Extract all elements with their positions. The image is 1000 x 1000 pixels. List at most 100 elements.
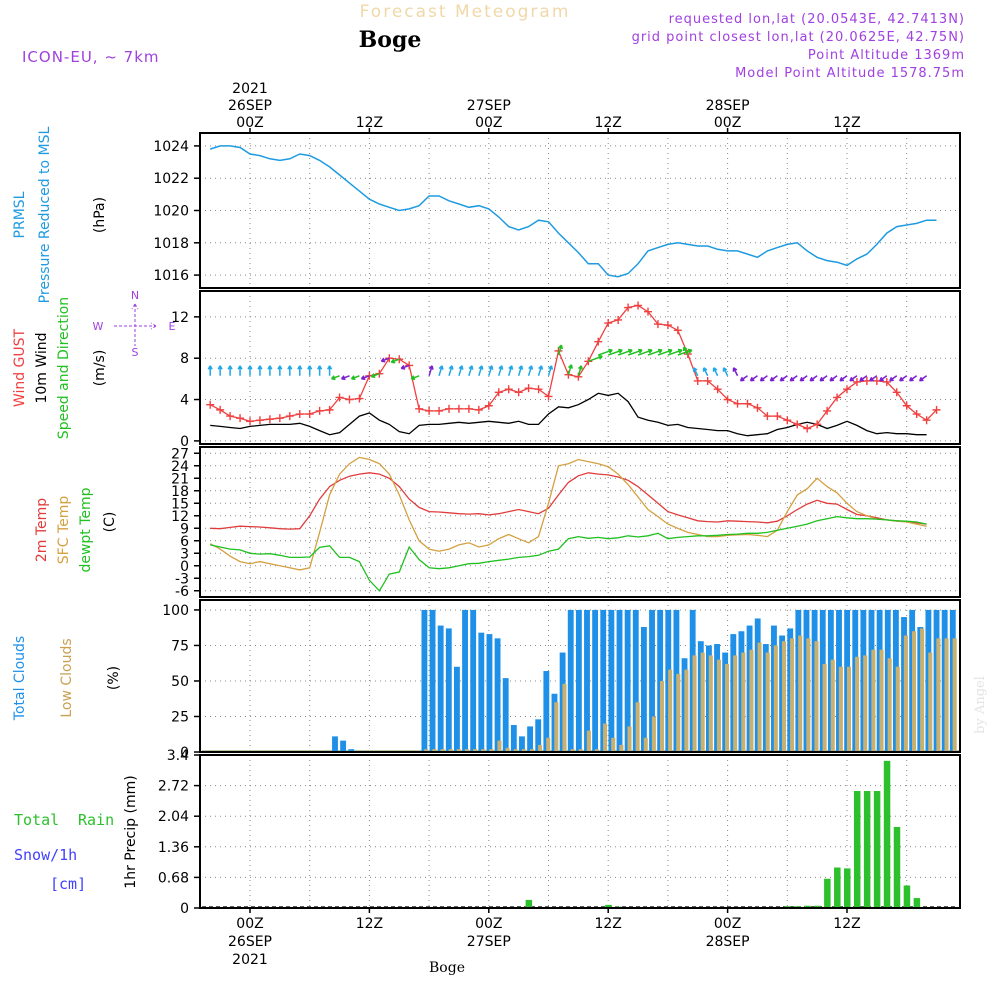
wind-direction-arrow xyxy=(547,365,554,376)
wind-direction-arrow xyxy=(918,375,928,382)
bottom-time-label: 00Z xyxy=(714,916,741,932)
low-cloud-bar xyxy=(643,737,648,752)
total-cloud-bar xyxy=(494,638,501,752)
wind-gust-marker xyxy=(882,377,891,386)
wind-direction-arrow xyxy=(702,367,709,377)
pressure-msl-label: Pressure Reduced to MSL xyxy=(37,126,53,303)
low-cloud-bar xyxy=(911,631,917,752)
low-cloud-bar xyxy=(822,663,827,752)
low-cloud-bar xyxy=(676,673,681,752)
rain-label: Rain xyxy=(78,811,114,829)
bottom-time-label: 27SEP xyxy=(467,934,511,950)
temp-2m-line xyxy=(210,472,927,530)
low-cloud-bar xyxy=(725,663,730,752)
prmsl-line xyxy=(209,145,937,278)
low-cloud-bar xyxy=(594,749,600,752)
wind-direction-arrow xyxy=(537,365,544,376)
low-cloud-bar xyxy=(578,749,583,752)
low-cloud-bar xyxy=(473,749,478,752)
wind-gust-marker xyxy=(415,404,424,413)
precip-tick-label: 1.36 xyxy=(158,840,189,856)
temp-tick-label: 27 xyxy=(171,446,189,462)
wind-direction-arrow xyxy=(849,375,858,382)
wind-gust-marker xyxy=(494,388,503,397)
low-cloud-bar xyxy=(586,730,591,752)
grid-layer xyxy=(200,133,960,909)
top-time-label: 12Z xyxy=(833,115,860,131)
temp-tick-label: 3 xyxy=(180,546,189,562)
wind-direction-arrow xyxy=(759,375,768,382)
low-cloud-bar xyxy=(538,744,543,752)
wind-gust-marker xyxy=(644,307,652,316)
wind-gust-marker xyxy=(673,326,682,335)
wind-direction-arrow xyxy=(692,367,699,377)
wind-direction-arrow xyxy=(889,375,898,382)
wind-gust-marker xyxy=(514,388,523,397)
low-cloud-bar xyxy=(513,749,518,752)
total-cloud-bar xyxy=(624,609,631,752)
wind-direction-arrow xyxy=(350,375,360,381)
wind-direction-arrow xyxy=(237,365,243,376)
temp-tick-label: 6 xyxy=(180,534,189,550)
low-cloud-bar xyxy=(603,723,608,752)
cloud-panel-frame xyxy=(199,599,961,753)
temp-dewpt-line xyxy=(210,515,927,592)
wind-gust-marker xyxy=(793,420,802,429)
wind-gust-marker xyxy=(285,412,294,421)
rain-bar xyxy=(844,868,851,908)
wind-direction-arrow xyxy=(527,365,534,376)
total-cloud-bar xyxy=(454,666,460,752)
wind-gust-marker xyxy=(226,412,235,421)
temp-tick-label: -3 xyxy=(175,571,189,587)
temp-panel-frame xyxy=(199,446,961,598)
cloud-tick-label: 25 xyxy=(171,709,189,725)
wind-direction-arrow xyxy=(732,367,739,377)
compass-n: N xyxy=(131,289,139,302)
rain-bar xyxy=(883,760,891,908)
wind-gust-marker xyxy=(713,385,722,394)
wind-gust-marker xyxy=(892,388,901,397)
precip-unit: 1hr Precip (mm) xyxy=(123,775,139,888)
location-title: Boge xyxy=(359,27,422,53)
bottom-time-label: 00Z xyxy=(475,916,502,932)
bottom-time-label: 00Z xyxy=(236,916,263,932)
low-cloud-bar xyxy=(562,683,567,752)
wind-gust-marker xyxy=(624,303,633,312)
wind-gust-label: Wind GUST xyxy=(12,328,28,407)
wind-direction-arrow xyxy=(869,375,878,382)
wind-gust-marker xyxy=(723,395,732,404)
top-time-label: 2021 xyxy=(232,81,268,97)
model-label: ICON-EU, ~ 7km xyxy=(22,48,160,66)
wind-gust-marker xyxy=(295,410,304,419)
temp-tick-label: -6 xyxy=(175,584,189,600)
total-cloud-bar xyxy=(640,626,647,752)
low-cloud-bar xyxy=(952,638,957,752)
wind-gust-marker xyxy=(544,392,553,401)
rain-bar xyxy=(525,899,533,908)
wind-gust-marker xyxy=(484,401,493,410)
total-cloud-bar xyxy=(657,609,664,752)
wind-direction-arrow xyxy=(779,375,788,382)
total-cloud-bar xyxy=(348,749,355,752)
wind-gust-marker xyxy=(474,405,483,414)
low-cloud-bar xyxy=(830,659,835,752)
wind-gust-marker xyxy=(803,424,812,433)
bottom-time-label: 12Z xyxy=(594,916,621,932)
total-cloud-bar xyxy=(502,678,509,752)
low-cloud-bar xyxy=(798,635,803,752)
wind-direction-arrow xyxy=(410,375,420,381)
wind-direction-arrow xyxy=(722,367,729,377)
wind-gust-marker xyxy=(693,376,702,385)
total-cloud-bar xyxy=(429,609,436,752)
rain-bar xyxy=(873,791,881,908)
wind-direction-arrow xyxy=(380,357,390,363)
top-time-label: 28SEP xyxy=(706,98,750,114)
wind-gust-marker xyxy=(504,385,513,394)
pressure-tick-label: 1016 xyxy=(153,268,189,284)
wind-direction-arrow xyxy=(577,365,583,376)
point-altitude: Point Altitude 1369m xyxy=(808,48,965,63)
rain-bar xyxy=(893,827,901,908)
wind-direction-arrow xyxy=(712,367,719,377)
low-cloud-bar xyxy=(863,655,868,752)
